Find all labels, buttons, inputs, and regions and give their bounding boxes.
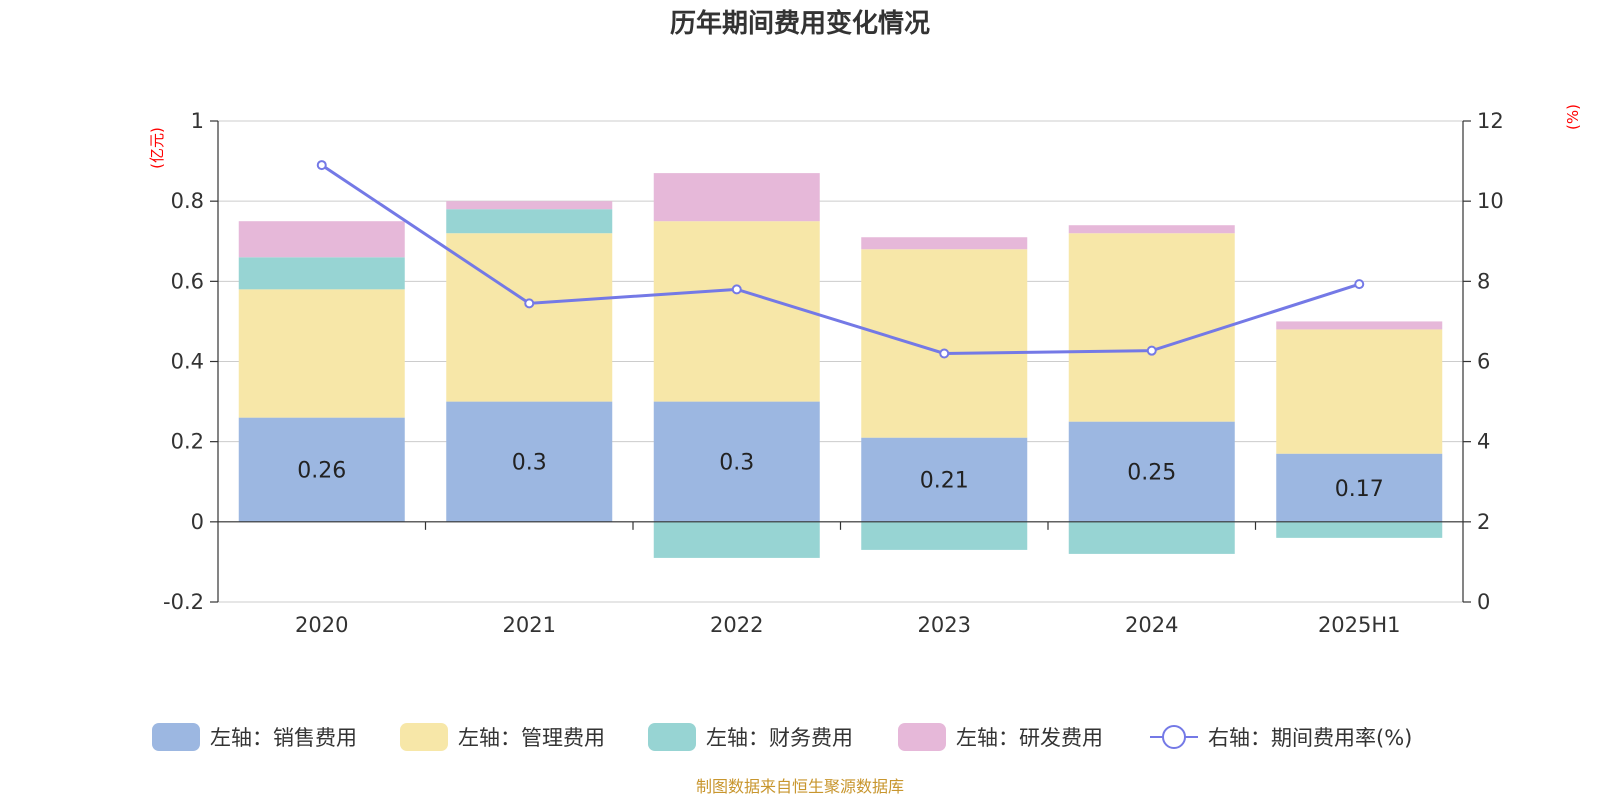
legend-marker (1162, 725, 1186, 749)
legend-swatch (898, 723, 946, 751)
bar-segment (446, 201, 613, 210)
legend-label: 左轴：财务费用 (706, 726, 853, 750)
rate-point (1146, 345, 1157, 356)
rate-point (939, 348, 950, 359)
x-tick-label: 2025H1 (1318, 613, 1401, 637)
right-tick-label: 8 (1477, 269, 1490, 293)
bar-value-label: 0.3 (719, 451, 754, 476)
x-tick-label: 2024 (1125, 613, 1178, 637)
left-tick-label: 1 (191, 109, 204, 133)
bar-segment (653, 173, 820, 222)
bar-segment (861, 437, 1028, 522)
bar-value-label: 0.25 (1127, 461, 1176, 486)
legend: 左轴：销售费用 左轴：管理费用 左轴：财务费用 左轴：研发费用 右轴：期间费用率(%) (152, 723, 1412, 751)
x-tick-label: 2023 (918, 613, 971, 637)
left-tick-label: 0.6 (171, 269, 204, 293)
rate-point (731, 284, 742, 295)
bar-segment (238, 257, 405, 290)
rate-line-group (316, 160, 1365, 359)
legend-swatch (152, 723, 200, 751)
bar-value-label: 0.3 (512, 451, 547, 476)
bar-segment (238, 289, 405, 418)
legend-label: 左轴：研发费用 (956, 726, 1103, 750)
data-labels: 0.26 0.3 0.3 0.21 0.25 0.17 (297, 451, 1383, 502)
left-tick-label: 0.4 (171, 350, 204, 374)
bar-segment (861, 521, 1028, 550)
x-tick-label: 2020 (295, 613, 348, 637)
bar-segment (446, 233, 613, 402)
bar-segment (446, 401, 613, 522)
bar-segment (653, 221, 820, 402)
left-axis-unit: (亿元) (148, 127, 166, 169)
source-note: 制图数据来自恒生聚源数据库 (696, 777, 904, 796)
bar-segment (1068, 233, 1235, 422)
left-tick-label: 0.8 (171, 189, 204, 213)
bar-value-label: 0.21 (920, 469, 969, 494)
bar-segment (1068, 225, 1235, 234)
bar-value-label: 0.26 (297, 459, 346, 484)
right-tick-label: 10 (1477, 189, 1504, 213)
bar-segment (1276, 453, 1443, 522)
legend-label: 右轴：期间费用率(%) (1208, 726, 1412, 750)
right-axis-unit: (%) (1564, 104, 1582, 130)
bar-segment (1068, 421, 1235, 522)
bar-segment (1276, 329, 1443, 454)
bar-segment (1068, 521, 1235, 554)
bar-segment (653, 521, 820, 558)
bar-segment (1276, 521, 1443, 538)
right-tick-label: 0 (1477, 590, 1490, 614)
rate-point (1354, 279, 1365, 290)
right-tick-label: 4 (1477, 430, 1490, 454)
legend-swatch (400, 723, 448, 751)
left-tick-label: 0.2 (171, 430, 204, 454)
bar-segment (861, 237, 1028, 250)
bar-value-label: 0.17 (1335, 477, 1384, 502)
right-tick-label: 12 (1477, 109, 1504, 133)
legend-label: 左轴：销售费用 (210, 726, 357, 750)
right-tick-label: 6 (1477, 350, 1490, 374)
bar-segment (238, 221, 405, 258)
x-tick-label: 2021 (503, 613, 556, 637)
bar-group (238, 173, 1443, 558)
left-tick-label: 0 (191, 510, 204, 534)
bar-segment (1276, 321, 1443, 330)
bar-segment (861, 249, 1028, 438)
legend-swatch (648, 723, 696, 751)
left-tick-label: -0.2 (163, 590, 204, 614)
legend-label: 左轴：管理费用 (458, 726, 605, 750)
right-tick-label: 2 (1477, 510, 1490, 534)
bar-segment (238, 417, 405, 522)
x-tick-label: 2022 (710, 613, 763, 637)
rate-point (524, 298, 535, 309)
chart-title: 历年期间费用变化情况 (670, 8, 930, 39)
rate-line (320, 163, 1360, 355)
rate-point (316, 160, 327, 171)
bar-segment (446, 209, 613, 234)
bar-segment (653, 401, 820, 522)
